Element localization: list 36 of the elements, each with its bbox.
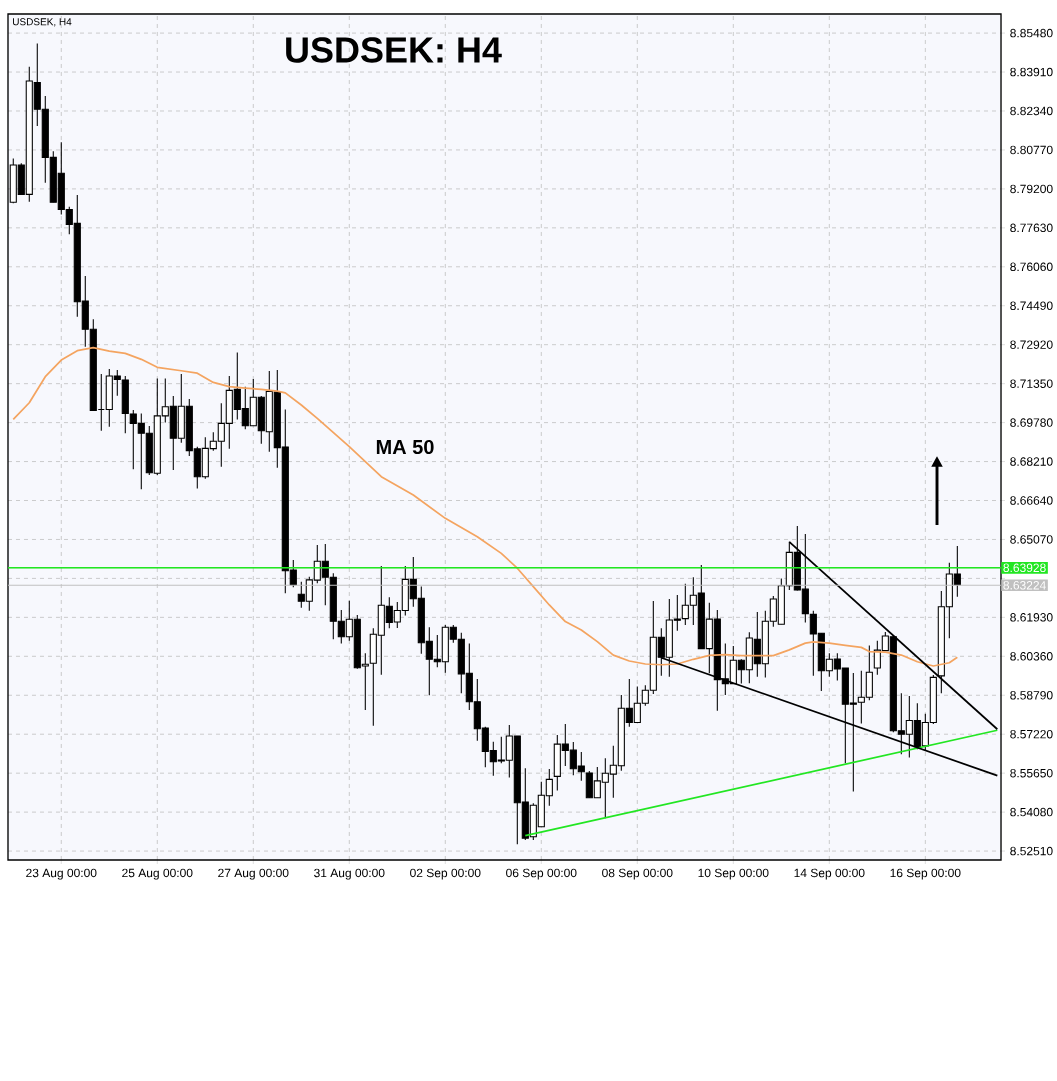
y-tick-label: 8.54080 [1010,807,1053,817]
y-tick-label: 8.68210 [1010,457,1053,466]
y-tick-label: 8.69780 [1010,418,1053,427]
text: USDSEK: H4 [286,37,502,63]
x-tick-label: 31 Aug 00:00 [314,868,385,880]
y-tick-label: 8.79200 [1010,184,1053,194]
x-tick-label: 10 Sep 00:00 [698,868,769,880]
y-tick-label: 8.71350 [1010,379,1053,388]
ref-line-label: 8.63928 [1003,563,1046,573]
y-tick-label: 8.52510 [1010,846,1053,856]
x-tick-label: 06 Sep 00:00 [506,868,577,880]
x-tick-label: 27 Aug 00:00 [218,868,289,880]
y-tick-label: 8.74490 [1010,301,1053,310]
y-tick-label: 8.58790 [1010,691,1053,700]
x-tick-label: 08 Sep 00:00 [602,868,673,880]
chart-subtitle: USDSEK, H4 [13,18,72,27]
y-tick-label: 8.83910 [1010,67,1053,77]
y-tick-label: 8.82340 [1010,106,1053,116]
y-tick-label: 8.61930 [1010,613,1053,622]
x-tick-label: 23 Aug 00:00 [26,868,97,880]
series-label: MA 50 [376,439,434,455]
y-tick-label: 8.55650 [1010,768,1053,778]
x-tick-label: 25 Aug 00:00 [122,868,193,880]
y-tick-label: 8.57220 [1010,729,1053,739]
y-tick-label: 8.77630 [1010,223,1053,233]
y-tick-label: 8.66640 [1010,496,1053,505]
y-tick-label: 8.72920 [1010,340,1053,349]
y-tick-label: 8.85480 [1010,28,1053,38]
x-tick-label: 02 Sep 00:00 [410,868,481,880]
y-tick-label: 8.80770 [1010,145,1053,155]
x-tick-label: 16 Sep 00:00 [890,868,961,880]
y-tick-label: 8.60360 [1010,652,1053,661]
x-tick-label: 14 Sep 00:00 [794,868,865,880]
ref-line-label: 8.63224 [1003,581,1046,590]
y-tick-label: 8.65070 [1010,535,1053,544]
y-tick-label: 8.76060 [1010,262,1053,272]
